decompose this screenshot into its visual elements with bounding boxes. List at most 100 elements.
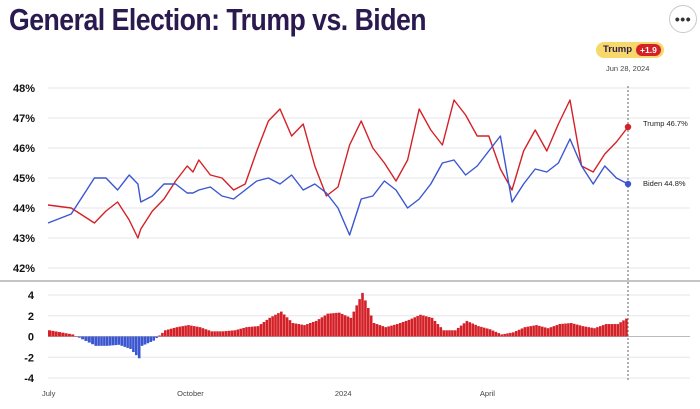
margin-bar <box>462 323 466 337</box>
margin-bar <box>178 326 182 337</box>
margin-bar <box>419 314 422 337</box>
margin-bar <box>529 326 532 337</box>
margin-bar <box>358 299 361 337</box>
margin-bar <box>616 324 619 337</box>
x-tick-label: 2024 <box>335 389 352 398</box>
y-tick-label: 43% <box>13 233 35 245</box>
margin-bar <box>294 323 298 337</box>
margin-bar <box>94 336 97 346</box>
margin-bar <box>57 332 61 337</box>
margin-bar <box>288 320 292 337</box>
margin-bar <box>338 312 341 337</box>
y-tick-label: 48% <box>13 83 35 95</box>
margin-bar <box>454 330 457 337</box>
margin-bar <box>465 320 469 337</box>
margin-bar <box>375 324 379 337</box>
margin-bar <box>413 317 416 337</box>
margin-bar <box>248 326 251 337</box>
margin-bar <box>300 324 303 337</box>
margin-bar <box>311 321 315 337</box>
y-tick-label: 45% <box>13 173 35 185</box>
margin-bar <box>439 327 443 337</box>
margin-bar <box>71 334 75 337</box>
margin-bar <box>84 336 88 341</box>
margin-bar <box>152 336 155 341</box>
margin-bar <box>172 327 176 337</box>
margin-bar <box>303 325 306 337</box>
more-options-button[interactable]: ••• <box>669 5 697 33</box>
margin-bar <box>210 331 213 337</box>
margin-bar <box>456 327 460 337</box>
margin-bar <box>561 323 564 337</box>
x-tick-label: July <box>42 389 56 398</box>
margin-bar <box>193 326 196 337</box>
margin-bar <box>329 313 332 337</box>
margin-bar <box>87 336 91 343</box>
margin-bar <box>555 325 559 337</box>
margin-bar <box>81 336 85 340</box>
margin-bar <box>393 324 396 337</box>
margin-bar <box>277 313 280 337</box>
ellipsis-icon: ••• <box>674 11 692 27</box>
margin-bar <box>265 319 269 337</box>
margin-bar <box>471 323 474 337</box>
margin-bar <box>552 326 556 337</box>
margin-bar <box>103 336 106 346</box>
margin-bar <box>422 315 425 337</box>
margin-bar <box>135 336 138 356</box>
margin-bar <box>280 311 283 337</box>
margin-bar <box>572 323 576 337</box>
margin-bar <box>459 325 463 337</box>
x-tick-label: October <box>177 389 204 398</box>
margin-bar <box>610 324 614 337</box>
y-tick-label: 42% <box>13 263 35 275</box>
margin-bar <box>285 317 289 337</box>
margin-bar <box>346 316 350 337</box>
margin-bar <box>282 314 286 337</box>
margin-bar <box>175 327 179 337</box>
margin-bar <box>224 331 228 337</box>
margin-bar <box>567 323 570 337</box>
margin-bar <box>607 324 611 337</box>
margin-bar <box>169 328 173 337</box>
margin-bar <box>155 336 158 339</box>
margin-bar <box>54 331 58 337</box>
margin-bar <box>100 336 103 346</box>
margin-bar <box>387 326 390 337</box>
margin-bar <box>425 316 428 337</box>
margin-bar <box>514 331 518 337</box>
margin-bar <box>323 315 327 337</box>
margin-bar <box>430 317 434 337</box>
margin-bar <box>108 336 112 346</box>
leader-name: Trump <box>603 44 633 55</box>
margin-bar <box>593 328 596 337</box>
margin-bar <box>570 323 573 337</box>
margin-bar <box>114 336 118 346</box>
margin-bar <box>477 326 480 337</box>
margin-bar <box>396 324 399 337</box>
margin-bar <box>132 336 135 353</box>
margin-bar <box>503 333 506 337</box>
y-tick-label: 44% <box>13 203 35 215</box>
series-end-label-biden: Biden 44.8% <box>643 179 686 188</box>
margin-bar <box>491 330 495 337</box>
margin-bar <box>164 330 167 337</box>
margin-bar <box>340 313 344 337</box>
margin-bar <box>97 336 100 346</box>
margin-bar <box>309 323 312 337</box>
margin-bar <box>352 311 356 337</box>
margin-bar <box>468 322 472 337</box>
margin-bar <box>181 326 184 337</box>
margin-bar <box>584 326 588 337</box>
margin-bar <box>111 336 115 346</box>
margin-bar <box>190 325 193 337</box>
margin-bar <box>242 327 245 337</box>
margin-bar <box>361 292 364 337</box>
margin-bar <box>622 320 625 337</box>
margin-bar <box>451 330 454 337</box>
margin-bar <box>77 336 81 338</box>
margin-bar <box>410 318 414 337</box>
margin-bar <box>619 322 622 337</box>
margin-bar <box>126 336 129 348</box>
